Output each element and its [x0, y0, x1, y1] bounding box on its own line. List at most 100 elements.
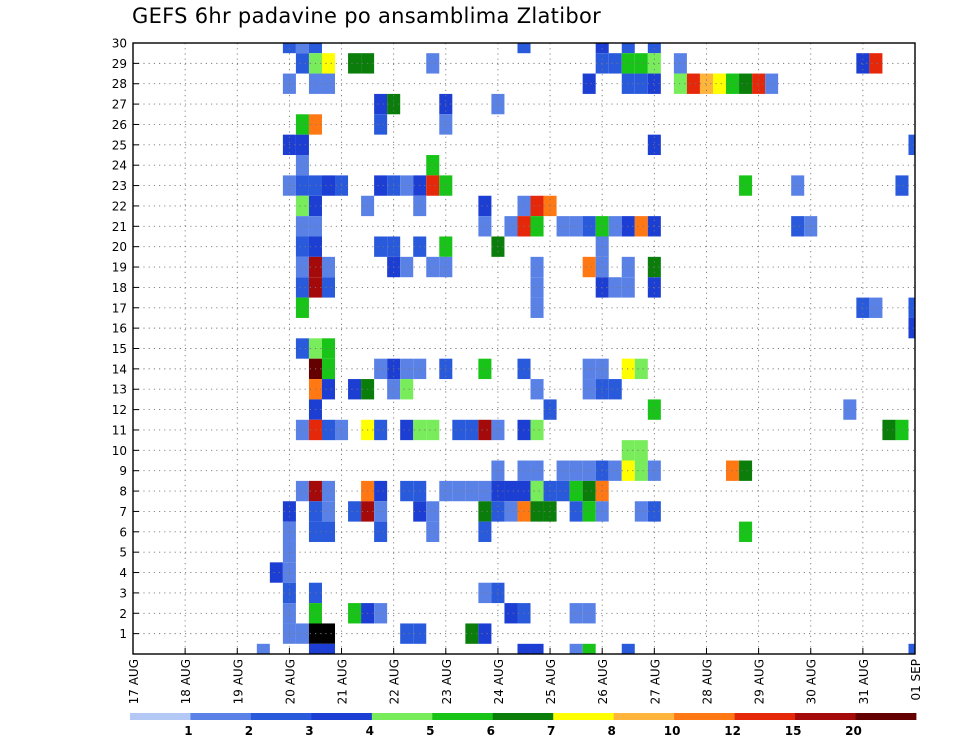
- y-tick-label: 3: [119, 586, 127, 600]
- y-tick-label: 21: [112, 220, 127, 234]
- y-tick-label: 19: [112, 261, 127, 275]
- colorbar-label: 7: [547, 724, 555, 738]
- heatmap-cell: [426, 521, 440, 542]
- heatmap-cell: [608, 216, 622, 237]
- heatmap-cell: [621, 53, 635, 74]
- heatmap-cell: [295, 155, 309, 176]
- heatmap-cell: [374, 93, 388, 115]
- heatmap-cell: [530, 195, 544, 217]
- heatmap-cell: [321, 358, 336, 380]
- heatmap-cell: [647, 460, 661, 481]
- heatmap-cell: [582, 643, 596, 654]
- heatmap-cell: [595, 43, 609, 54]
- heatmap-cell: [295, 43, 309, 54]
- heatmap-cell: [400, 175, 414, 196]
- colorbar-swatch: [130, 713, 191, 720]
- heatmap-cell: [426, 501, 440, 522]
- heatmap-cell: [699, 73, 713, 94]
- heatmap-cell: [882, 419, 896, 441]
- y-tick-label: 1: [119, 627, 127, 641]
- colorbar-swatch: [795, 713, 856, 720]
- heatmap-cell: [647, 53, 661, 74]
- heatmap-cell: [621, 256, 635, 278]
- heatmap-cell: [321, 521, 336, 542]
- chart-title: GEFS 6hr padavine po ansamblima Zlatibor: [132, 4, 602, 28]
- heatmap-cell: [582, 501, 596, 522]
- heatmap-cell: [478, 501, 492, 522]
- heatmap-cell: [295, 338, 309, 359]
- heatmap-cell: [321, 256, 336, 278]
- heatmap-cell: [374, 603, 388, 624]
- heatmap-cell: [582, 358, 596, 380]
- y-tick-label: 9: [119, 464, 127, 478]
- y-tick-label: 14: [112, 362, 127, 376]
- y-tick-label: 13: [112, 383, 127, 397]
- y-tick-label: 27: [112, 98, 127, 112]
- heatmap-cell: [582, 460, 596, 481]
- colorbar-label: 2: [245, 724, 253, 738]
- y-tick-label: 16: [112, 322, 127, 336]
- heatmap-cell: [765, 73, 779, 94]
- heatmap-cell: [908, 317, 915, 339]
- x-tick-label: 28 AUG: [700, 659, 714, 704]
- colorbar-label: 8: [608, 724, 616, 738]
- heatmap-cell: [374, 521, 388, 542]
- heatmap-cell: [621, 643, 635, 654]
- heatmap-cell: [504, 480, 518, 502]
- colorbar-label: 1: [184, 724, 192, 738]
- colorbar-label: 3: [305, 724, 313, 738]
- heatmap-cell: [895, 175, 909, 196]
- heatmap-cell: [348, 53, 362, 74]
- heatmap-cell: [295, 277, 309, 298]
- heatmap-cell: [295, 256, 309, 278]
- heatmap-cell: [726, 460, 740, 481]
- heatmap-cell: [608, 460, 622, 481]
- heatmap-cell: [608, 277, 622, 298]
- y-tick-label: 18: [112, 281, 127, 295]
- heatmap-cell: [647, 399, 661, 420]
- heatmap-cell: [739, 73, 753, 94]
- heatmap-cell: [308, 643, 322, 654]
- heatmap-cell: [374, 480, 388, 502]
- heatmap-cell: [530, 256, 544, 278]
- colorbar-swatch: [613, 713, 675, 720]
- heatmap-cell: [308, 43, 322, 54]
- heatmap-cell: [673, 53, 687, 74]
- heatmap-cell: [295, 53, 309, 74]
- heatmap-cell: [686, 73, 700, 94]
- heatmap-cell: [504, 216, 518, 237]
- heatmap-cell: [739, 175, 753, 196]
- heatmap-cell: [504, 603, 518, 624]
- heatmap-cell: [374, 358, 388, 380]
- y-tick-label: 12: [112, 403, 127, 417]
- y-tick-label: 29: [112, 57, 127, 71]
- heatmap-cell: [621, 43, 635, 54]
- heatmap-cell: [621, 277, 635, 298]
- heatmap-cell: [426, 175, 440, 196]
- heatmap-cell: [908, 297, 915, 318]
- x-tick-label: 01 SEP: [909, 659, 923, 701]
- x-tick-label: 25 AUG: [544, 659, 558, 704]
- heatmap-cell: [621, 216, 635, 237]
- heatmap-cell: [295, 480, 309, 502]
- heatmap-cell: [295, 114, 309, 135]
- heatmap-cell: [321, 175, 336, 196]
- x-tick-label: 27 AUG: [648, 659, 662, 704]
- heatmap-cell: [856, 53, 870, 74]
- heatmap-cell: [478, 480, 492, 502]
- heatmap-cell: [400, 256, 414, 278]
- heatmap-cell: [791, 216, 805, 237]
- heatmap-cell: [321, 53, 336, 74]
- heatmap-cell: [348, 501, 362, 522]
- y-tick-label: 23: [112, 179, 127, 193]
- x-tick-label: 29 AUG: [753, 659, 767, 704]
- heatmap-cell: [269, 562, 283, 583]
- heatmap-cell: [295, 175, 309, 196]
- heatmap-cell: [321, 643, 336, 654]
- heatmap-cell: [374, 175, 388, 196]
- heatmap-cell: [530, 277, 544, 298]
- heatmap-cell: [348, 379, 362, 400]
- heatmap-cell: [634, 460, 648, 481]
- heatmap-cell: [321, 277, 336, 298]
